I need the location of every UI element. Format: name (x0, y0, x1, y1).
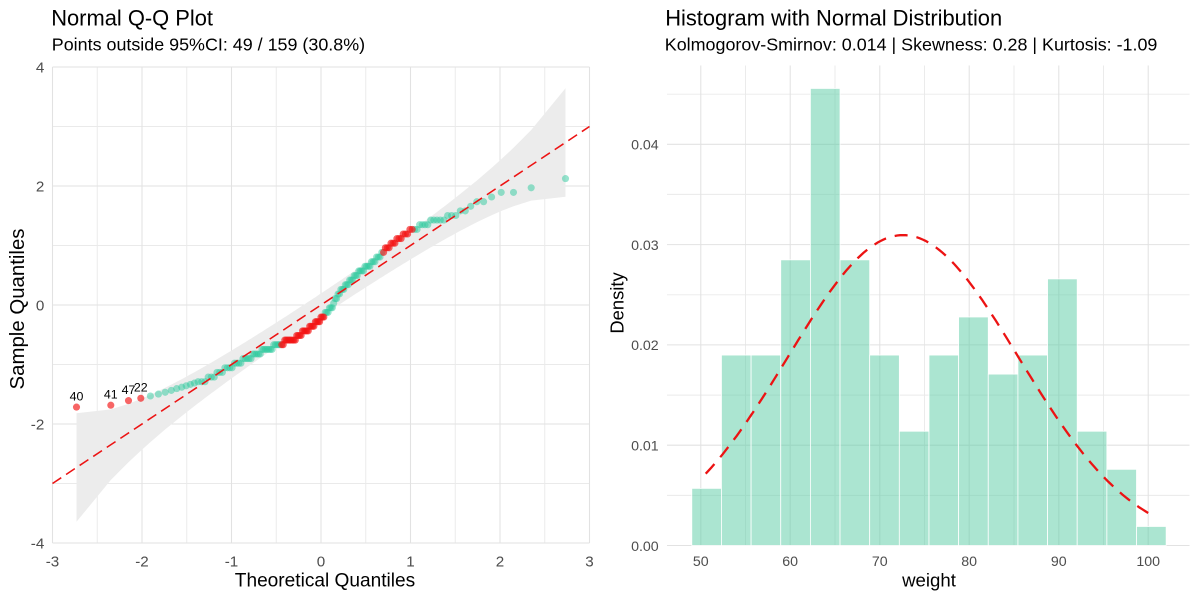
svg-text:Theoretical Quantiles: Theoretical Quantiles (235, 571, 415, 592)
svg-text:60: 60 (782, 554, 798, 570)
svg-text:0: 0 (317, 554, 325, 571)
svg-text:100: 100 (1136, 554, 1160, 570)
svg-text:70: 70 (872, 554, 888, 570)
svg-text:22: 22 (134, 381, 148, 395)
svg-text:0.02: 0.02 (631, 338, 659, 354)
svg-text:3: 3 (585, 554, 593, 571)
svg-text:80: 80 (961, 554, 977, 570)
svg-text:2: 2 (36, 179, 44, 196)
svg-text:Kolmogorov-Smirnov: 0.014 | Sk: Kolmogorov-Smirnov: 0.014 | Skewness: 0.… (665, 34, 1158, 54)
svg-text:4: 4 (36, 60, 44, 77)
svg-text:-2: -2 (135, 554, 149, 571)
svg-text:50: 50 (693, 554, 709, 570)
svg-text:41: 41 (104, 387, 118, 401)
svg-text:40: 40 (70, 389, 84, 403)
svg-text:Points outside 95%CI: 49 / 159: Points outside 95%CI: 49 / 159 (30.8%) (52, 34, 365, 54)
svg-text:2: 2 (496, 554, 504, 571)
svg-text:weight: weight (901, 570, 957, 591)
svg-text:-2: -2 (31, 417, 45, 434)
svg-text:47: 47 (122, 383, 136, 397)
svg-text:90: 90 (1051, 554, 1067, 570)
svg-text:Histogram with Normal Distribu: Histogram with Normal Distribution (665, 5, 1002, 30)
svg-text:0.03: 0.03 (631, 238, 659, 254)
svg-text:Normal Q-Q Plot: Normal Q-Q Plot (51, 5, 213, 30)
svg-text:Sample Quantiles: Sample Quantiles (7, 229, 29, 390)
svg-text:-4: -4 (31, 536, 45, 553)
svg-text:0: 0 (36, 298, 44, 315)
svg-text:-3: -3 (46, 554, 60, 571)
svg-text:0.04: 0.04 (631, 138, 659, 154)
svg-text:Density: Density (607, 272, 628, 334)
svg-text:-1: -1 (225, 554, 239, 571)
svg-text:0.01: 0.01 (631, 439, 659, 455)
svg-text:0.00: 0.00 (631, 539, 659, 555)
svg-text:1: 1 (406, 554, 414, 571)
